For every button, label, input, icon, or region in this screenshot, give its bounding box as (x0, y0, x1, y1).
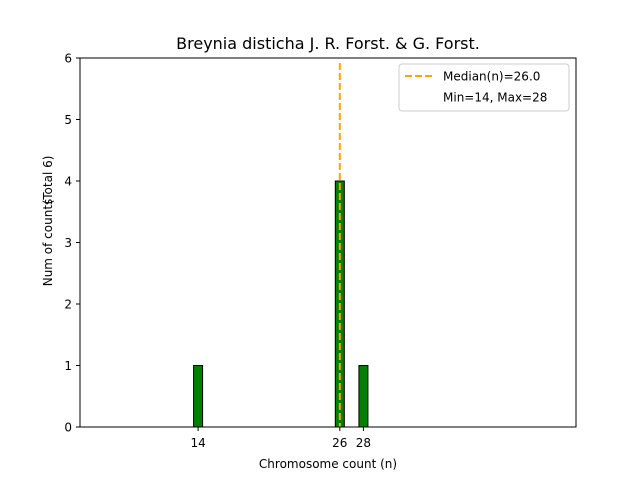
legend: Median(n)=26.0 Min=14, Max=28 (398, 63, 570, 112)
x-tick-label-26: 26 (332, 436, 347, 450)
y-tick-label-3: 3 (64, 236, 72, 250)
y-tick-label-1: 1 (64, 359, 72, 373)
y-axis-total-label: (Total 6) (41, 156, 55, 205)
y-tick-label-2: 2 (64, 298, 72, 312)
x-axis-label: Chromosome count (n) (259, 457, 397, 471)
x-axis: 14 26 28 (190, 427, 371, 450)
bar-14 (193, 365, 204, 428)
y-tick-label-6: 6 (64, 52, 72, 66)
bar-28 (358, 365, 369, 428)
legend-box (398, 63, 570, 112)
y-axis: 0 1 2 3 4 5 6 (64, 52, 80, 435)
chart-title: Breynia disticha J. R. Forst. & G. Forst… (176, 34, 480, 53)
y-tick-label-0: 0 (64, 421, 72, 435)
x-tick-label-14: 14 (190, 436, 205, 450)
y-tick-label-5: 5 (64, 113, 72, 127)
legend-range-label: Min=14, Max=28 (443, 91, 547, 105)
y-tick-label-4: 4 (64, 175, 72, 189)
legend-median-label: Median(n)=26.0 (443, 70, 540, 84)
y-axis-label: Num of counts (41, 199, 55, 287)
x-tick-label-28: 28 (356, 436, 371, 450)
